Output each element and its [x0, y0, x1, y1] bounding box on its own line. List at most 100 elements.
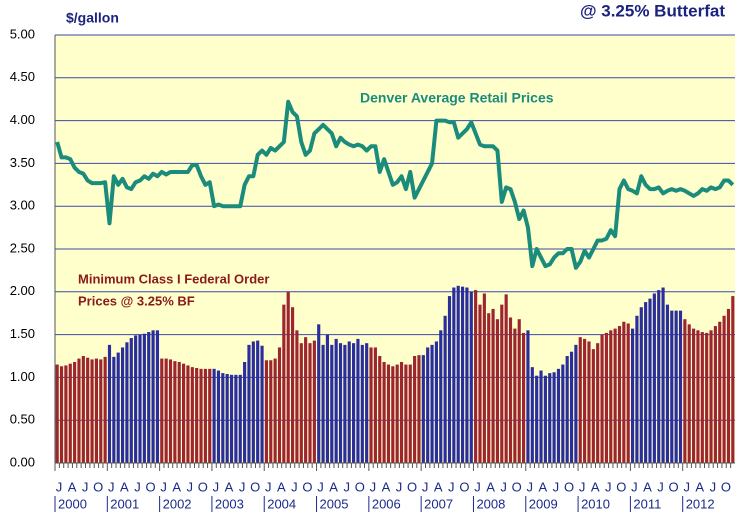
- x-tick-label: J: [448, 479, 455, 494]
- bar: [395, 364, 399, 463]
- bar: [73, 361, 77, 463]
- x-tick-label: A: [539, 479, 548, 494]
- year-label: 2002: [163, 496, 192, 511]
- y-tick-label: 2.50: [10, 240, 35, 255]
- bar: [478, 304, 482, 463]
- y-tick-label: 1.00: [10, 369, 35, 384]
- x-tick-label: O: [564, 479, 574, 494]
- bar: [482, 293, 486, 463]
- bar: [421, 355, 425, 463]
- x-tick-label: J: [317, 479, 324, 494]
- bar: [399, 361, 404, 463]
- bar: [548, 373, 552, 463]
- y-tick-label: 0.00: [10, 454, 35, 469]
- bar: [264, 360, 268, 463]
- y-tick-label: 3.00: [10, 198, 35, 213]
- x-tick-label: O: [250, 479, 260, 494]
- bar: [225, 373, 229, 463]
- x-tick-label: J: [213, 479, 220, 494]
- bar: [648, 298, 652, 463]
- bar: [273, 358, 277, 463]
- year-label: 2011: [633, 496, 661, 511]
- bar: [670, 310, 674, 463]
- bar: [64, 365, 68, 463]
- x-tick-label: A: [225, 479, 234, 494]
- bar: [500, 304, 504, 463]
- bar: [229, 374, 234, 463]
- x-tick-label: J: [56, 479, 63, 494]
- bar: [495, 319, 500, 463]
- bar: [138, 334, 142, 463]
- bar: [713, 326, 717, 463]
- bar: [251, 341, 255, 463]
- bar: [116, 352, 120, 463]
- bar: [338, 343, 343, 463]
- bar: [665, 304, 670, 463]
- bar: [639, 307, 643, 463]
- bar: [408, 364, 412, 463]
- bar: [539, 370, 543, 463]
- bar: [726, 308, 731, 463]
- bar: [657, 290, 661, 463]
- bar: [312, 340, 316, 463]
- bar: [508, 317, 513, 463]
- bar: [683, 319, 687, 463]
- grid: [55, 34, 735, 464]
- bar: [460, 286, 465, 463]
- bar: [630, 328, 635, 463]
- bar: [164, 358, 168, 463]
- year-label: 2012: [686, 496, 715, 511]
- year-label: 2004: [267, 496, 296, 511]
- bar: [391, 366, 395, 463]
- bar: [186, 365, 190, 463]
- x-tick-label: O: [669, 479, 679, 494]
- bar: [55, 364, 59, 463]
- x-tick-label: O: [302, 479, 312, 494]
- bars: [55, 285, 735, 463]
- bar: [173, 361, 177, 463]
- bar: [212, 368, 216, 463]
- bar: [168, 359, 173, 463]
- bar: [565, 356, 569, 463]
- bar: [360, 344, 364, 463]
- bar: [77, 358, 81, 463]
- x-tick-label: J: [579, 479, 586, 494]
- bar: [330, 344, 334, 463]
- axes: 0.00 0.50 1.00 1.50 2.00 2.50 3.00 3.50 4.00 4.50…: [10, 26, 735, 512]
- year-label: 2003: [215, 496, 244, 511]
- bar: [696, 330, 700, 463]
- bar: [373, 347, 377, 463]
- bar: [282, 304, 286, 463]
- bar: [674, 310, 678, 463]
- x-tick-label: A: [591, 479, 600, 494]
- bar: [635, 315, 639, 463]
- x-tick-label: O: [459, 479, 469, 494]
- x-tick-label: A: [277, 479, 286, 494]
- year-label: 2001: [110, 496, 139, 511]
- bar: [591, 349, 595, 463]
- bar: [609, 330, 613, 463]
- x-tick-label: J: [291, 479, 298, 494]
- x-tick-label: J: [239, 479, 246, 494]
- bar: [622, 321, 626, 463]
- x-tick-label: A: [120, 479, 129, 494]
- bar: [299, 343, 303, 463]
- bar: [439, 330, 443, 463]
- bar: [295, 330, 299, 463]
- x-tick-label: O: [145, 479, 155, 494]
- bar: [413, 356, 417, 463]
- bar: [59, 366, 64, 463]
- bar: [722, 315, 726, 463]
- bar: [434, 341, 438, 463]
- bar: [569, 351, 574, 463]
- bar: [535, 375, 539, 463]
- x-tick-label: O: [355, 479, 365, 494]
- x-tick-label: A: [172, 479, 181, 494]
- bar: [112, 356, 116, 463]
- y-tick-label: 4.00: [10, 112, 35, 127]
- bar: [404, 364, 408, 463]
- bar: [160, 358, 164, 463]
- year-label: 2006: [372, 496, 401, 511]
- x-tick-label: O: [616, 479, 626, 494]
- bar: [469, 291, 473, 463]
